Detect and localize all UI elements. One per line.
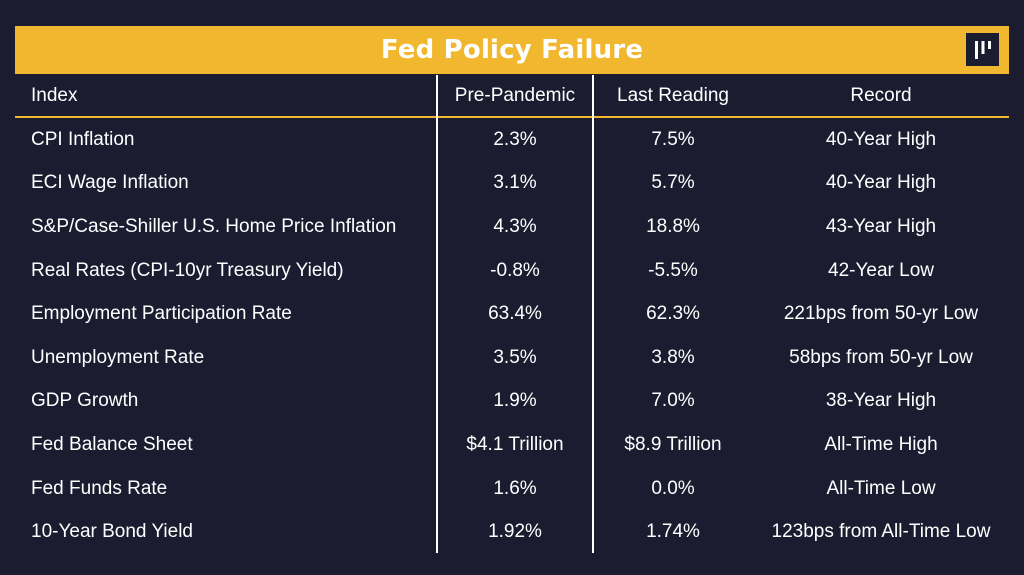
pre-pandemic-cell: 4.3%	[493, 215, 537, 237]
column-divider	[436, 75, 438, 553]
record-cell: 38-Year High	[825, 390, 937, 412]
last-reading-cell: 7.0%	[651, 390, 695, 412]
pre-pandemic-cell: 2.3%	[493, 128, 537, 150]
table-row: Real Rates (CPI-10yr Treasury Yield) -0.8…	[15, 249, 1009, 293]
pre-pandemic-cell: 1.6%	[493, 477, 537, 499]
index-cell: Fed Funds Rate	[31, 477, 168, 499]
table-row: Fed Funds Rate 1.6% 0.0% All-Time Low	[15, 467, 1009, 511]
record-cell: 58bps from 50-yr Low	[789, 346, 973, 368]
table-row: GDP Growth 1.9% 7.0% 38-Year High	[15, 380, 1009, 424]
table-row: Fed Balance Sheet $4.1 Trillion $8.9 Trill…	[15, 423, 1009, 467]
last-reading-cell: 62.3%	[646, 303, 700, 325]
column-header: Pre-Pandemic	[454, 84, 576, 106]
index-cell: Real Rates (CPI-10yr Treasury Yield)	[31, 259, 344, 281]
record-cell: 40-Year High	[825, 172, 937, 194]
table-row: Employment Participation Rate 63.4% 62.3% 2…	[15, 292, 1009, 336]
table-row: Unemployment Rate 3.5% 3.8% 58bps from 50-y…	[15, 336, 1009, 380]
index-cell: ECI Wage Inflation	[31, 172, 189, 194]
pre-pandemic-cell: 3.5%	[493, 346, 537, 368]
record-cell: 42-Year Low	[828, 259, 934, 281]
column-header: Last Reading	[617, 84, 729, 106]
pre-pandemic-cell: 3.1%	[493, 172, 537, 194]
page-title: Fed Policy Failure	[380, 35, 644, 65]
last-reading-cell: $8.9 Trillion	[624, 433, 722, 455]
table-row: S&P/Case-Shiller U.S. Home Price Inflati…	[15, 205, 1009, 249]
column-divider	[592, 75, 594, 553]
record-cell: 221bps from 50-yr Low	[783, 303, 979, 325]
index-cell: CPI Inflation	[31, 128, 135, 150]
record-cell: All-Time High	[824, 433, 938, 455]
last-reading-cell: 1.74%	[646, 521, 700, 543]
last-reading-cell: 3.8%	[651, 346, 695, 368]
pantera-logo-icon	[966, 33, 999, 66]
last-reading-cell: 7.5%	[651, 128, 695, 150]
last-reading-cell: 5.7%	[651, 172, 695, 194]
table-row: CPI Inflation 2.3% 7.5% 40-Year High	[15, 118, 1009, 162]
pre-pandemic-cell: 63.4%	[488, 303, 542, 325]
data-table: Index Pre-Pandemic Last Reading Record CPI I…	[15, 75, 1009, 554]
column-header: Record	[850, 84, 912, 106]
record-cell: 123bps from All-Time Low	[771, 521, 991, 543]
table-row: ECI Wage Inflation 3.1% 5.7% 40-Year High	[15, 162, 1009, 206]
column-header: Index	[31, 84, 78, 106]
record-cell: All-Time Low	[826, 477, 936, 499]
header-row: Index Pre-Pandemic Last Reading Record	[15, 75, 1009, 118]
pre-pandemic-cell: 1.92%	[488, 521, 542, 543]
title-bar: Fed Policy Failure	[15, 26, 1009, 74]
last-reading-cell: 0.0%	[651, 477, 695, 499]
index-cell: S&P/Case-Shiller U.S. Home Price Inflati…	[31, 215, 397, 237]
record-cell: 43-Year High	[825, 215, 937, 237]
index-cell: GDP Growth	[31, 390, 139, 412]
table-row: 10-Year Bond Yield 1.92% 1.74% 123bps from …	[15, 510, 1009, 554]
last-reading-cell: -5.5%	[648, 259, 698, 281]
index-cell: 10-Year Bond Yield	[31, 521, 193, 543]
index-cell: Unemployment Rate	[31, 346, 205, 368]
index-cell: Employment Participation Rate	[31, 303, 292, 325]
pre-pandemic-cell: $4.1 Trillion	[466, 433, 564, 455]
index-cell: Fed Balance Sheet	[31, 433, 193, 455]
pre-pandemic-cell: -0.8%	[490, 259, 540, 281]
record-cell: 40-Year High	[825, 128, 937, 150]
last-reading-cell: 18.8%	[646, 215, 700, 237]
pre-pandemic-cell: 1.9%	[493, 390, 537, 412]
